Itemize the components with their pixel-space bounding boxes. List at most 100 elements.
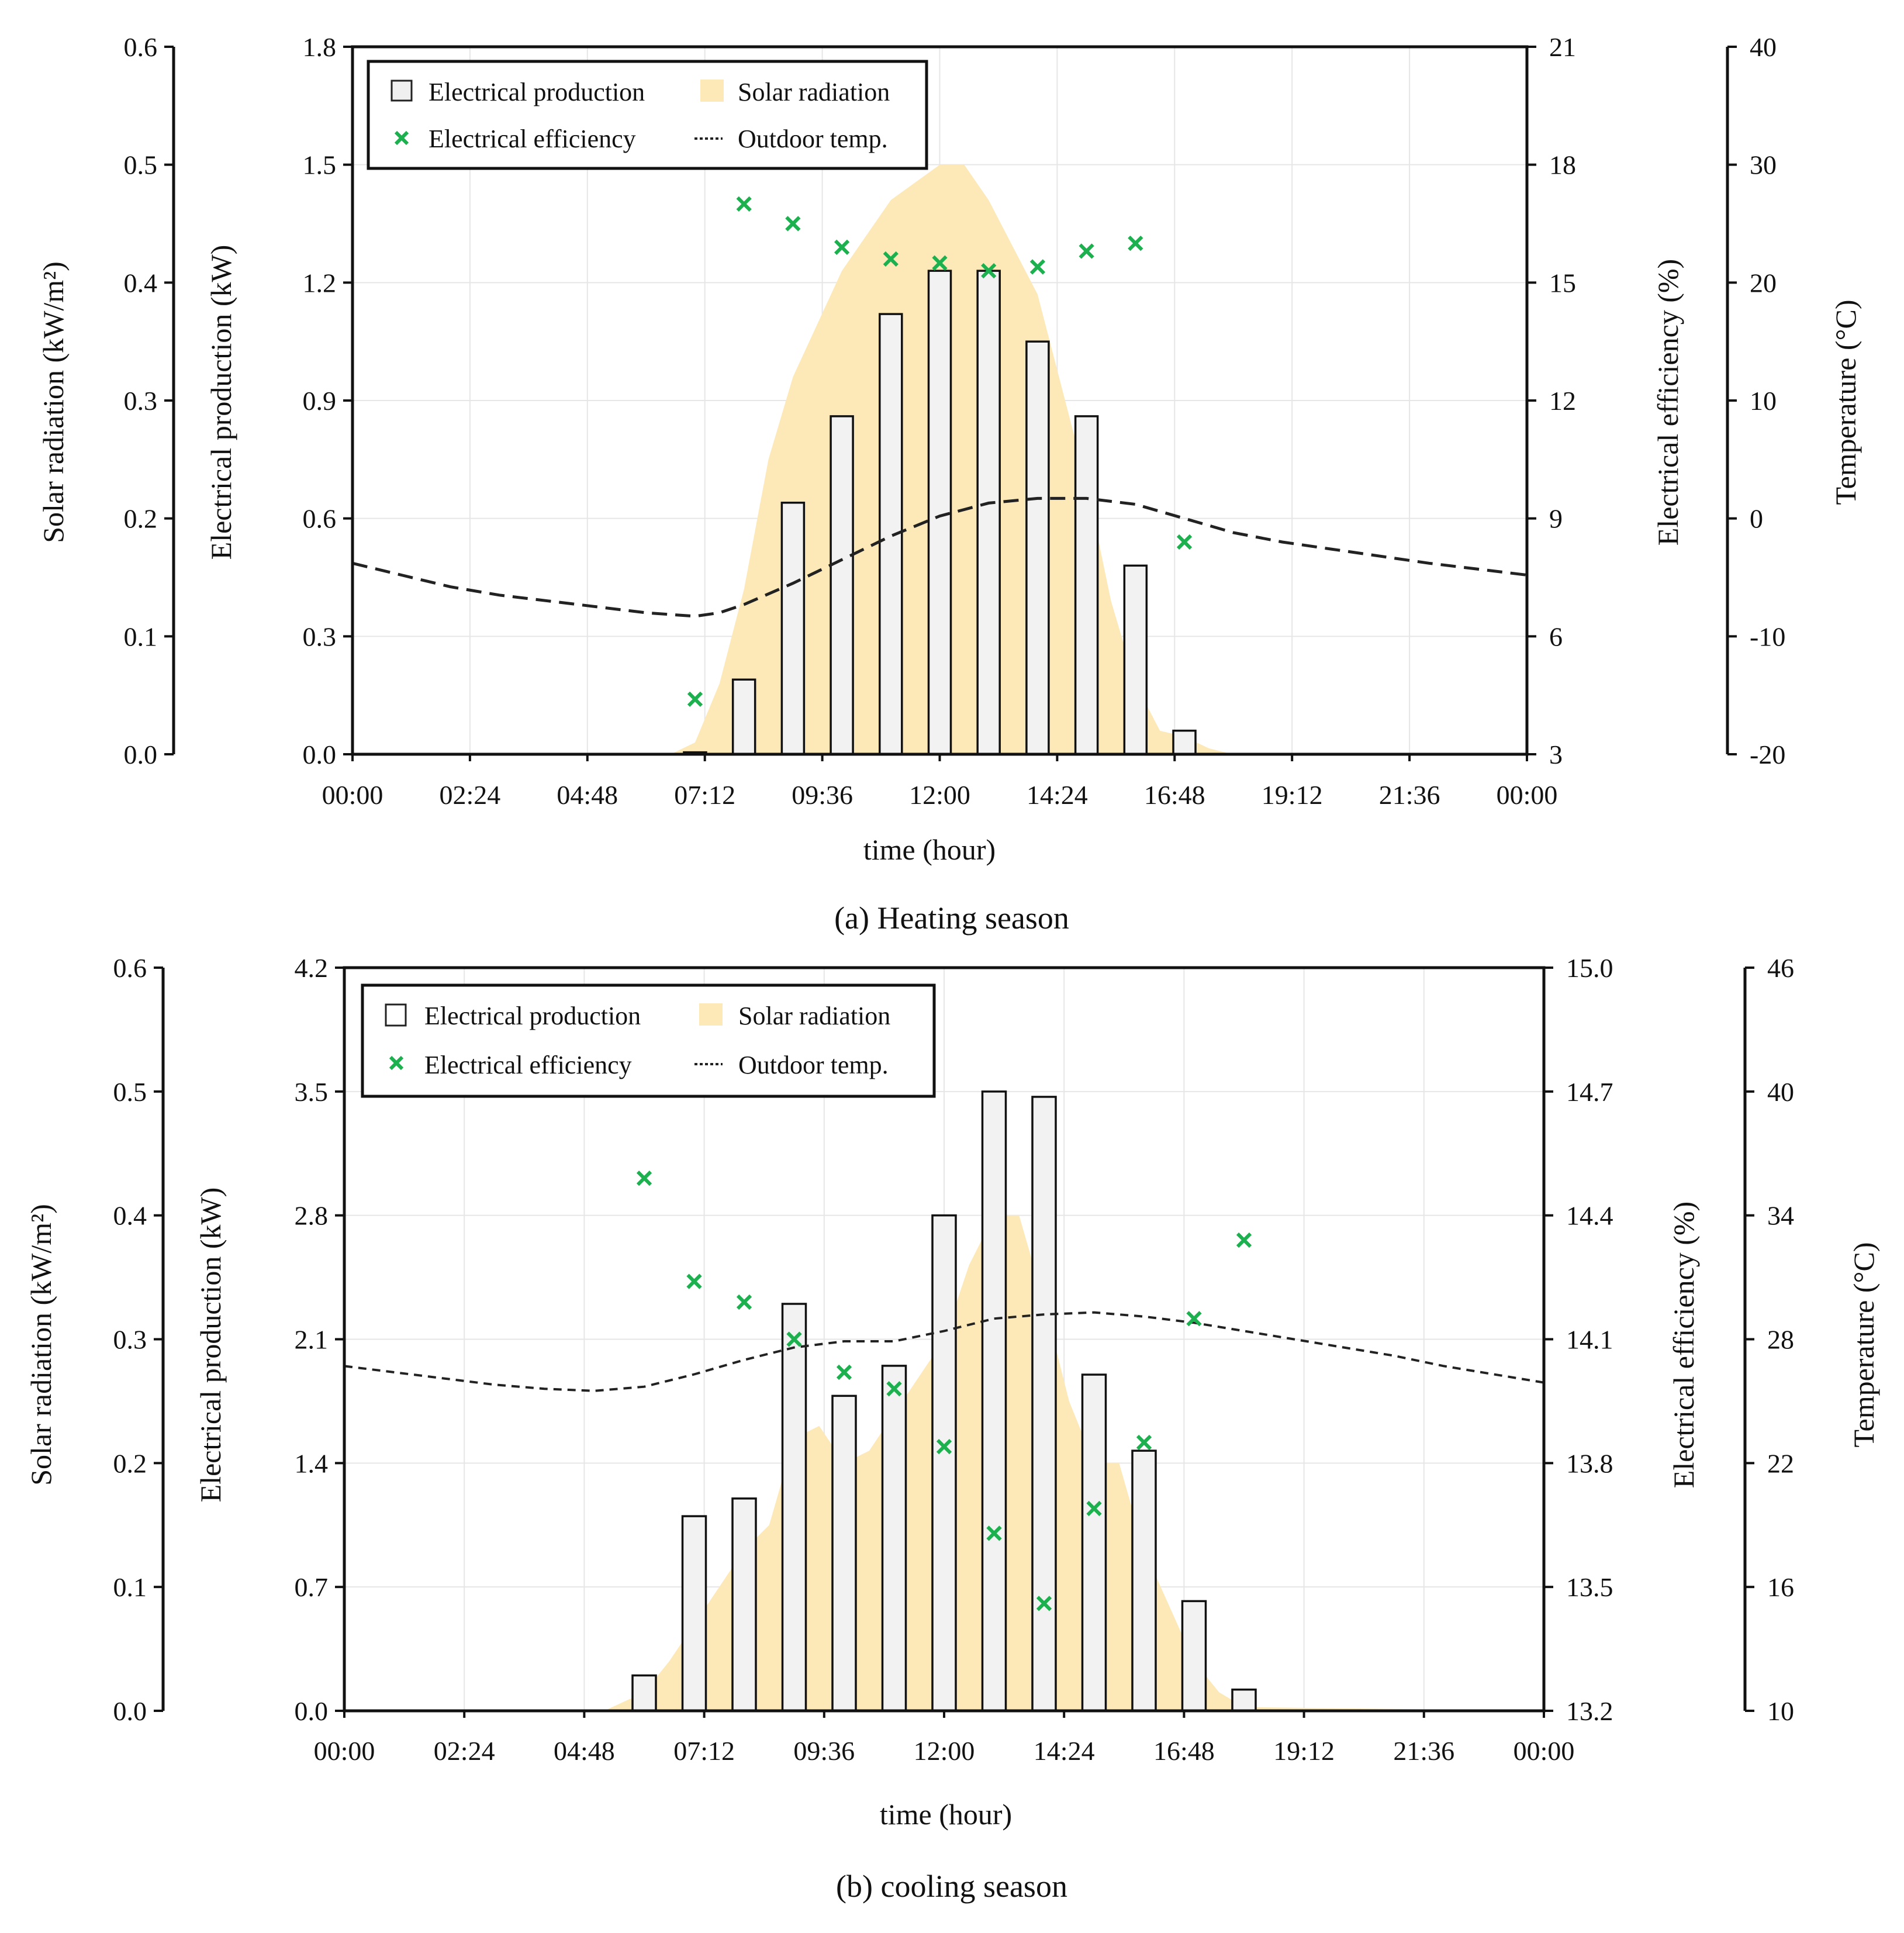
efficiency-marker [834, 239, 850, 255]
production-bar [780, 502, 806, 755]
legend-efficiency-label: Electrical efficiency [429, 125, 636, 153]
radiation-tick-label: 0.6 [124, 32, 158, 62]
production-tick-label: 0.9 [303, 386, 337, 416]
efficiency-marker-stroke [1036, 1596, 1052, 1611]
temperature-tick-label: 10 [1750, 386, 1777, 416]
production-bar [1081, 1373, 1107, 1712]
temperature-tick-label: 10 [1767, 1696, 1794, 1726]
temperature-tick-label: 40 [1750, 32, 1777, 62]
radiation-axis-ticks: 0.0 0.1 0.2 0.3 0.4 0.5 0.6 [124, 32, 174, 769]
efficiency-marker [981, 263, 997, 279]
efficiency-marker-stroke [1236, 1232, 1252, 1248]
production-tick-label: 1.8 [303, 32, 337, 62]
production-tick-label: 0.3 [303, 622, 337, 651]
radiation-axis-label: Solar radiation (kW/m²) [25, 1204, 57, 1486]
efficiency-tick-label: 13.2 [1566, 1696, 1613, 1726]
production-tick-label: 0.7 [295, 1572, 329, 1602]
efficiency-tick-label: 14.1 [1566, 1325, 1613, 1355]
production-bar [1025, 340, 1050, 755]
radiation-tick-label: 0.1 [113, 1572, 147, 1602]
efficiency-marker [736, 1294, 752, 1310]
electrical-efficiency-markers [687, 196, 1193, 707]
production-bar [731, 1497, 757, 1712]
x-axis-label: time (hour) [880, 1798, 1012, 1831]
x-axis-label: time (hour) [863, 833, 996, 866]
electrical-production-bars [683, 270, 1197, 755]
efficiency-marker [786, 1331, 802, 1347]
temperature-tick-label: -20 [1750, 740, 1785, 769]
production-tick-label: 1.5 [303, 150, 337, 180]
efficiency-marker [1079, 243, 1094, 259]
production-tick-label: 0.0 [295, 1696, 329, 1726]
efficiency-marker [687, 691, 703, 707]
efficiency-marker-stroke [936, 1438, 952, 1455]
production-bar [830, 415, 854, 755]
temperature-tick-label: 16 [1767, 1572, 1794, 1602]
efficiency-marker-stroke [786, 1331, 802, 1347]
temperature-axis-ticks: 10 16 22 28 34 40 46 [1745, 953, 1794, 1726]
efficiency-marker-stroke [636, 1170, 652, 1186]
efficiency-marker [1086, 1500, 1102, 1517]
legend: Electrical production Solar radiation El… [361, 983, 936, 1098]
x-tick-label: 02:24 [434, 1736, 495, 1766]
temperature-tick-label: 40 [1767, 1077, 1794, 1107]
production-bar [1074, 415, 1099, 755]
efficiency-tick-label: 13.5 [1566, 1572, 1613, 1602]
efficiency-tick-label: 6 [1549, 622, 1563, 651]
production-bar [1131, 1449, 1157, 1712]
production-tick-label: 2.1 [295, 1325, 329, 1355]
efficiency-marker-stroke [1029, 259, 1046, 275]
x-tick-label: 04:48 [557, 780, 618, 810]
panel-caption: (a) Heating season [834, 900, 1069, 936]
legend: Electrical production Solar radiation El… [367, 60, 928, 170]
radiation-tick-label: 0.6 [113, 953, 147, 983]
efficiency-marker [886, 1381, 902, 1397]
production-bar [1181, 1600, 1207, 1712]
x-tick-label: 04:48 [554, 1736, 615, 1766]
efficiency-tick-label: 15.0 [1566, 953, 1613, 983]
radiation-tick-label: 0.4 [113, 1201, 147, 1231]
efficiency-tick-label: 3 [1549, 740, 1563, 769]
legend-box [367, 60, 928, 170]
production-bar [981, 1090, 1007, 1712]
efficiency-marker [932, 255, 948, 271]
efficiency-marker-stroke [1086, 1500, 1102, 1517]
production-axis-label: Electrical production (kW) [205, 245, 237, 560]
radiation-tick-label: 0.0 [124, 740, 158, 769]
legend-production-label: Electrical production [424, 1002, 641, 1030]
temperature-tick-label: 20 [1750, 268, 1777, 298]
efficiency-tick-label: 14.4 [1566, 1201, 1613, 1231]
x-tick-label: 07:12 [673, 1736, 735, 1766]
production-axis-ticks: 0.0 0.3 0.6 0.9 1.2 1.5 1.8 [303, 32, 353, 769]
efficiency-marker-stroke [1186, 1311, 1202, 1327]
x-tick-label: 16:48 [1144, 780, 1205, 810]
outdoor-temp-polyline [352, 496, 1528, 618]
efficiency-marker [1176, 534, 1193, 550]
efficiency-marker-stroke [1128, 235, 1143, 251]
x-tick-label: 16:48 [1153, 1736, 1215, 1766]
outdoor-temp-polyline [344, 1311, 1544, 1392]
efficiency-marker-stroke [686, 1273, 702, 1289]
outdoor-temp-line [352, 496, 1528, 618]
efficiency-marker [686, 1273, 702, 1289]
production-tick-label: 1.4 [295, 1448, 329, 1478]
efficiency-marker-stroke [1079, 243, 1094, 259]
legend-box [361, 983, 936, 1098]
efficiency-marker-stroke [986, 1525, 1002, 1541]
production-bar [1031, 1096, 1057, 1712]
outdoor-temp-line [344, 1311, 1544, 1392]
efficiency-marker [1136, 1434, 1152, 1451]
x-tick-label: 00:00 [314, 1736, 375, 1766]
temperature-tick-label: 0 [1750, 504, 1763, 534]
production-bar [681, 1515, 707, 1712]
x-tick-label: 00:00 [1513, 1736, 1575, 1766]
radiation-tick-label: 0.3 [124, 386, 158, 416]
x-tick-label: 00:00 [322, 780, 383, 810]
production-bar [631, 1674, 657, 1712]
efficiency-marker [1236, 1232, 1252, 1248]
efficiency-marker-stroke [736, 196, 752, 212]
efficiency-marker-stroke [687, 691, 703, 707]
efficiency-axis-ticks: 13.2 13.5 13.8 14.1 14.4 14.7 15.0 [1544, 953, 1613, 1726]
production-bar [1123, 564, 1148, 755]
